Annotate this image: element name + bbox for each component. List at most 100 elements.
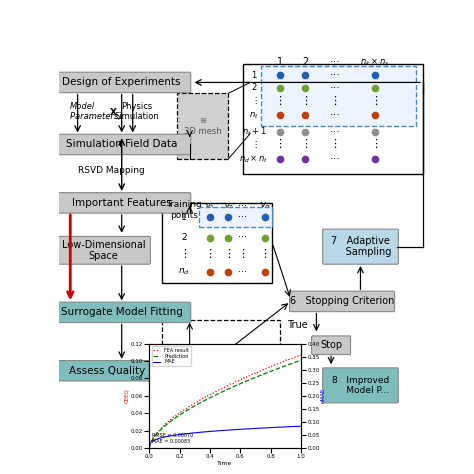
Text: 1: 1 (277, 57, 283, 67)
Text: ···: ··· (329, 83, 340, 93)
Line: FEA result: FEA result (149, 355, 301, 448)
Text: ···: ··· (238, 233, 247, 243)
Prediction (298, 357, 304, 363)
Line: Prediction: Prediction (149, 360, 301, 448)
FancyBboxPatch shape (56, 237, 150, 264)
Text: ···: ··· (238, 212, 247, 222)
MAE (291, 424, 296, 429)
Text: ⋮: ⋮ (274, 139, 285, 149)
Text: $n_d$: $n_d$ (178, 267, 190, 277)
Prediction (291, 360, 296, 366)
FancyBboxPatch shape (53, 361, 191, 381)
FancyBboxPatch shape (311, 336, 351, 355)
Text: ⋮: ⋮ (329, 139, 340, 149)
FEA result (155, 428, 161, 434)
MAE (153, 437, 158, 443)
Text: Assess Quality of Fit: Assess Quality of Fit (69, 366, 174, 376)
Text: Physics
Simulation: Physics Simulation (114, 102, 159, 121)
Text: RSVD Mapping: RSVD Mapping (78, 165, 145, 174)
Text: ⋮: ⋮ (204, 249, 215, 259)
FEA result (291, 356, 296, 361)
FancyBboxPatch shape (53, 302, 191, 323)
Text: 2: 2 (302, 57, 309, 67)
Text: $\vdots$: $\vdots$ (251, 95, 257, 106)
Text: Model
Parameters,: Model Parameters, (70, 102, 124, 121)
MAE (155, 436, 161, 441)
Text: 1: 1 (251, 71, 256, 80)
Text: Surrogate Model Fitting: Surrogate Model Fitting (61, 307, 182, 318)
Text: 1: 1 (181, 213, 187, 222)
Text: $\gamma_1$: $\gamma_1$ (204, 201, 216, 212)
Text: ⋮: ⋮ (300, 139, 311, 149)
FancyBboxPatch shape (53, 134, 191, 155)
Bar (199, 207, 272, 227)
Text: 7   Adaptive
     Sampling: 7 Adaptive Sampling (330, 236, 391, 257)
MAE (298, 423, 304, 429)
Text: $n_t + 1$: $n_t + 1$ (242, 126, 266, 138)
FancyBboxPatch shape (290, 291, 395, 311)
Text: ⋮: ⋮ (329, 96, 340, 106)
FEA result (153, 432, 158, 438)
FEA result (187, 403, 192, 409)
Text: ⋮: ⋮ (179, 249, 190, 259)
Prediction (146, 445, 152, 451)
FancyBboxPatch shape (323, 229, 398, 264)
Text: ⋮: ⋮ (259, 249, 271, 259)
Legend: FEA result, Prediction, MAE: FEA result, Prediction, MAE (152, 346, 191, 366)
Text: ⋮: ⋮ (223, 249, 234, 259)
Text: ⋮: ⋮ (237, 249, 248, 259)
MAE (146, 445, 152, 451)
Text: ···: ··· (238, 267, 247, 277)
Text: Low-Dimensional
Space: Low-Dimensional Space (62, 239, 145, 261)
Text: 2: 2 (251, 83, 256, 92)
MAE (187, 430, 192, 436)
MAE (174, 432, 180, 438)
FEA result (297, 352, 303, 358)
Text: $\gamma_2$: $\gamma_2$ (223, 201, 234, 212)
FEA result (174, 412, 180, 418)
Bar (243, 64, 423, 173)
FancyBboxPatch shape (53, 72, 191, 92)
FancyBboxPatch shape (323, 368, 398, 403)
Bar (162, 319, 280, 415)
Text: RMSE = 0.00070
MAE = 0.00083: RMSE = 0.00070 MAE = 0.00083 (152, 433, 193, 444)
Text: ···: ··· (329, 70, 340, 80)
Text: $\vdots$: $\vdots$ (251, 139, 257, 150)
Line: MAE: MAE (149, 426, 301, 448)
X-axis label: Time: Time (218, 461, 233, 465)
Text: ···: ··· (329, 110, 340, 120)
Text: ⋮: ⋮ (300, 96, 311, 106)
Text: Design of Experiments: Design of Experiments (63, 77, 181, 87)
Prediction (153, 433, 158, 438)
Text: ⋮: ⋮ (370, 139, 381, 149)
FEA result (146, 445, 152, 451)
Prediction (155, 429, 161, 435)
Text: ⋮: ⋮ (370, 96, 381, 106)
Text: $n_k \times n_s$: $n_k \times n_s$ (360, 56, 390, 68)
Prediction (285, 362, 291, 368)
Text: $\mathbf{X}$: $\mathbf{X}$ (109, 106, 118, 117)
Text: $n_t$: $n_t$ (249, 110, 259, 120)
Text: $n_d \times n_t$: $n_d \times n_t$ (239, 153, 269, 165)
Text: ···: ··· (238, 201, 247, 211)
FEA result (298, 352, 304, 358)
Text: Important Features: Important Features (72, 198, 172, 208)
FEA result (285, 357, 291, 363)
Y-axis label: CEEQ: CEEQ (124, 388, 129, 403)
Text: True: True (287, 320, 308, 330)
Text: ···: ··· (329, 127, 340, 137)
Text: ···: ··· (329, 154, 340, 164)
Prediction (187, 406, 192, 411)
Text: 6   Stopping Criterion: 6 Stopping Criterion (290, 296, 394, 306)
Text: 2: 2 (182, 233, 187, 242)
Bar (177, 93, 228, 159)
Text: ···: ··· (329, 57, 340, 67)
Text: Simulation Field Data: Simulation Field Data (66, 139, 177, 149)
Text: Stop: Stop (320, 340, 342, 350)
Bar (261, 66, 416, 126)
Text: Training
points: Training points (166, 201, 202, 220)
Prediction (174, 414, 180, 419)
Bar (162, 203, 272, 283)
Text: ⋮: ⋮ (274, 96, 285, 106)
Text: ≋
3D mesh: ≋ 3D mesh (184, 117, 221, 136)
